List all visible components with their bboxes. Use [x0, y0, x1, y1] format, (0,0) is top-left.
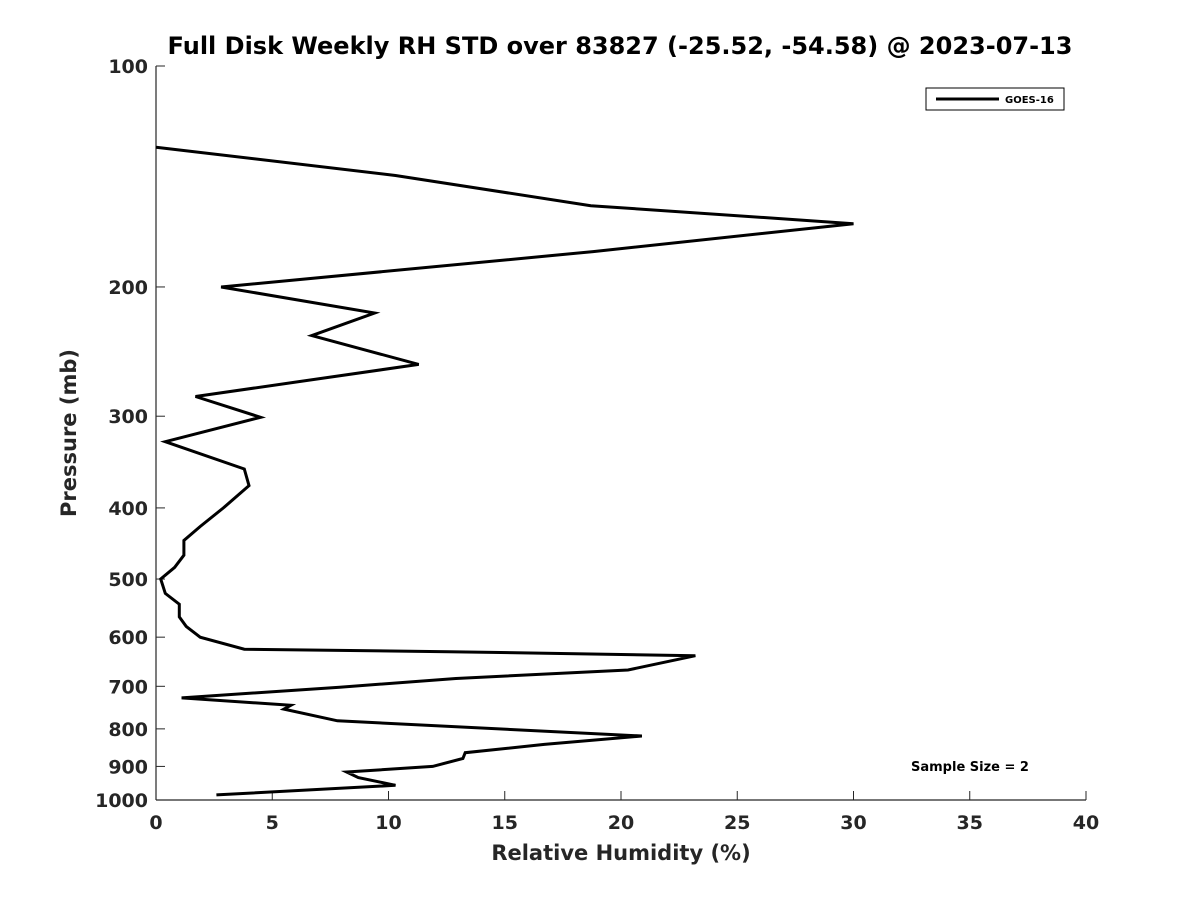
y-tick-label: 100	[108, 56, 148, 78]
x-axis-label: Relative Humidity (%)	[491, 841, 750, 865]
x-tick-label: 30	[840, 812, 866, 834]
y-tick-label: 400	[108, 498, 148, 520]
chart-title: Full Disk Weekly RH STD over 83827 (-25.…	[168, 32, 1073, 60]
y-tick-label: 1000	[95, 790, 148, 812]
legend-label: GOES-16	[1005, 95, 1054, 106]
x-tick-label: 0	[149, 812, 162, 834]
x-tick-label: 15	[492, 812, 518, 834]
x-tick-label: 5	[266, 812, 279, 834]
x-tick-label: 35	[957, 812, 983, 834]
sample-size-annotation: Sample Size = 2	[911, 760, 1029, 775]
x-tick-label: 25	[724, 812, 750, 834]
y-tick-label: 900	[108, 756, 148, 778]
y-tick-label: 600	[108, 627, 148, 649]
y-axis-label: Pressure (mb)	[57, 349, 81, 517]
x-tick-label: 20	[608, 812, 634, 834]
x-tick-label: 10	[375, 812, 401, 834]
x-tick-label: 40	[1073, 812, 1099, 834]
y-tick-label: 200	[108, 277, 148, 299]
y-tick-label: 500	[108, 569, 148, 591]
y-tick-label: 300	[108, 406, 148, 428]
y-tick-label: 700	[108, 676, 148, 698]
series-line-goes-16	[155, 145, 854, 797]
x-ticks: 0 5 10 15 20 25 30 35 40	[149, 791, 1099, 834]
y-ticks: 100 200 300 400 500 600 700 800 900 1000	[95, 56, 165, 812]
legend: GOES-16	[925, 87, 1065, 111]
y-tick-label: 800	[108, 719, 148, 741]
